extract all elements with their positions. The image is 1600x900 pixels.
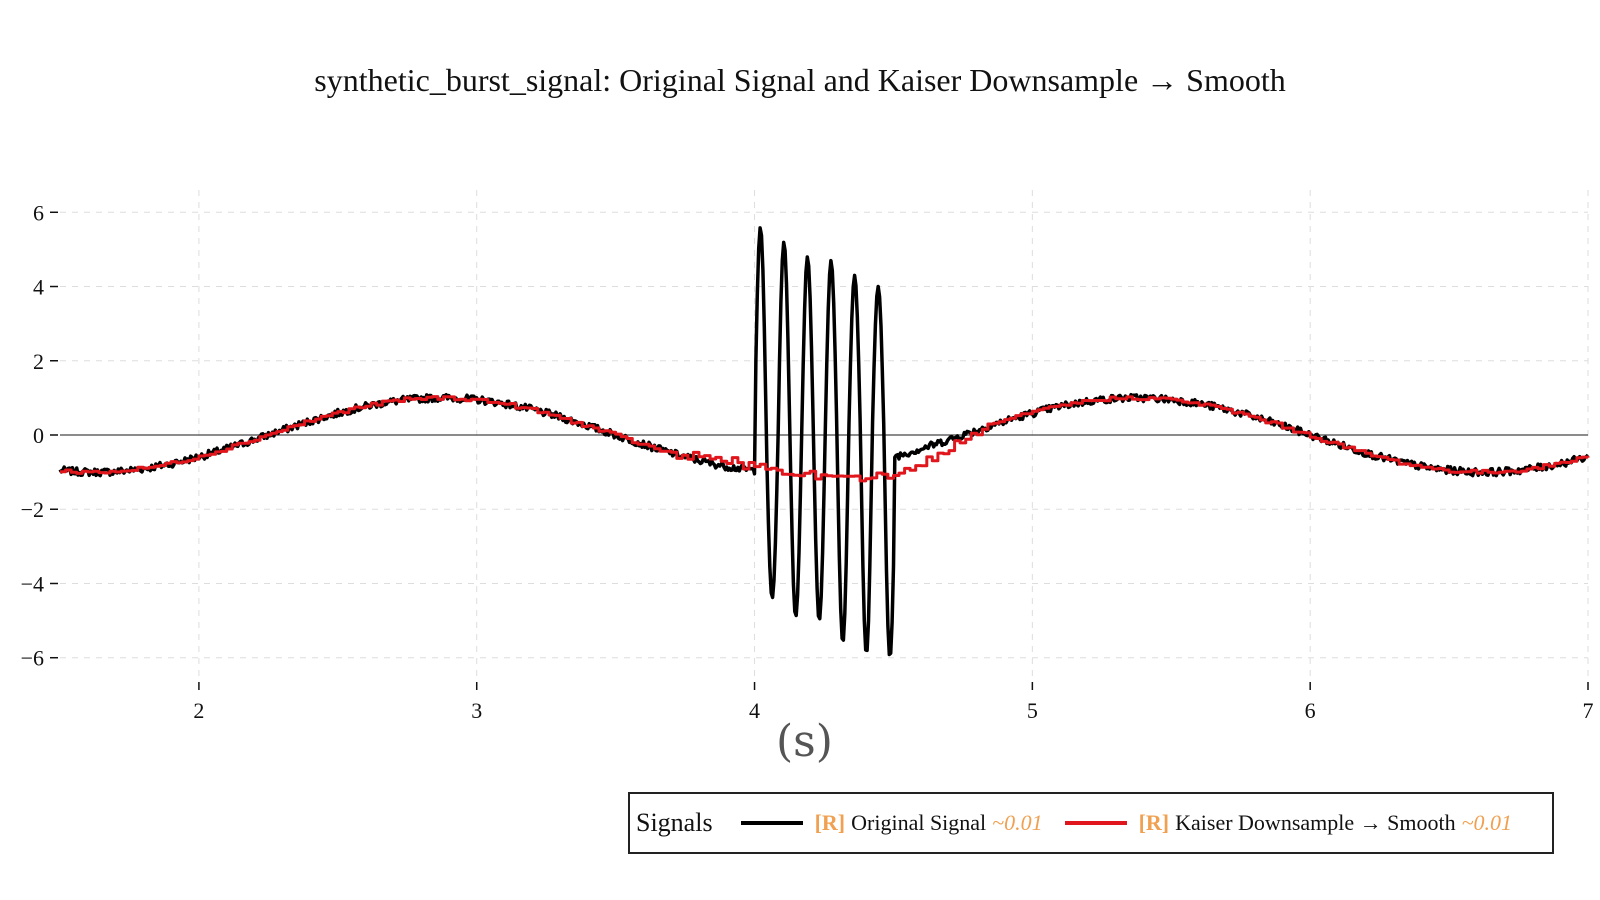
legend-label-smooth: Kaiser Downsample → Smooth xyxy=(1175,810,1456,835)
legend: Signals [R] Original Signal ~0.01 [R] Ka… xyxy=(628,792,1554,854)
x-tick-label-0: 2 xyxy=(193,698,204,723)
y-tick-label-5: −4 xyxy=(21,571,44,596)
axis-ticks: 2 3 4 5 6 7 6 4 2 0 −2 −4 −6 xyxy=(21,200,1594,723)
legend-value-smooth: ~0.01 xyxy=(1461,810,1512,835)
y-tick-label-2: 2 xyxy=(33,349,44,374)
legend-tag-smooth: [R] xyxy=(1138,810,1170,835)
y-tick-label-0: 6 xyxy=(33,200,44,225)
x-tick-label-1: 3 xyxy=(471,698,482,723)
legend-swatch-smooth xyxy=(1064,821,1127,825)
series-line-kaiser-smooth xyxy=(60,395,1590,483)
legend-value-original: ~0.01 xyxy=(992,810,1043,835)
legend-label-original: Original Signal xyxy=(851,810,987,835)
y-tick-label-4: −2 xyxy=(21,497,44,522)
x-tick-label-5: 7 xyxy=(1583,698,1594,723)
series-lines xyxy=(58,226,1590,657)
legend-item-original: [R] Original Signal ~0.01 xyxy=(740,810,1043,836)
y-tick-label-1: 4 xyxy=(33,275,44,300)
y-tick-label-6: −6 xyxy=(21,646,44,671)
legend-item-smooth: [R] Kaiser Downsample → Smooth ~0.01 xyxy=(1064,810,1512,836)
legend-swatch-original xyxy=(740,821,803,825)
legend-title: Signals xyxy=(636,808,713,837)
x-axis-label: (s) xyxy=(776,716,833,767)
x-tick-label-4: 6 xyxy=(1305,698,1316,723)
x-tick-label-3: 5 xyxy=(1027,698,1038,723)
chart-title: synthetic_burst_signal: Original Signal … xyxy=(314,62,1286,98)
x-tick-label-2: 4 xyxy=(749,698,760,723)
series-line-original-signal xyxy=(58,226,1590,657)
legend-tag-original: [R] xyxy=(814,810,846,835)
y-tick-label-3: 0 xyxy=(33,423,44,448)
